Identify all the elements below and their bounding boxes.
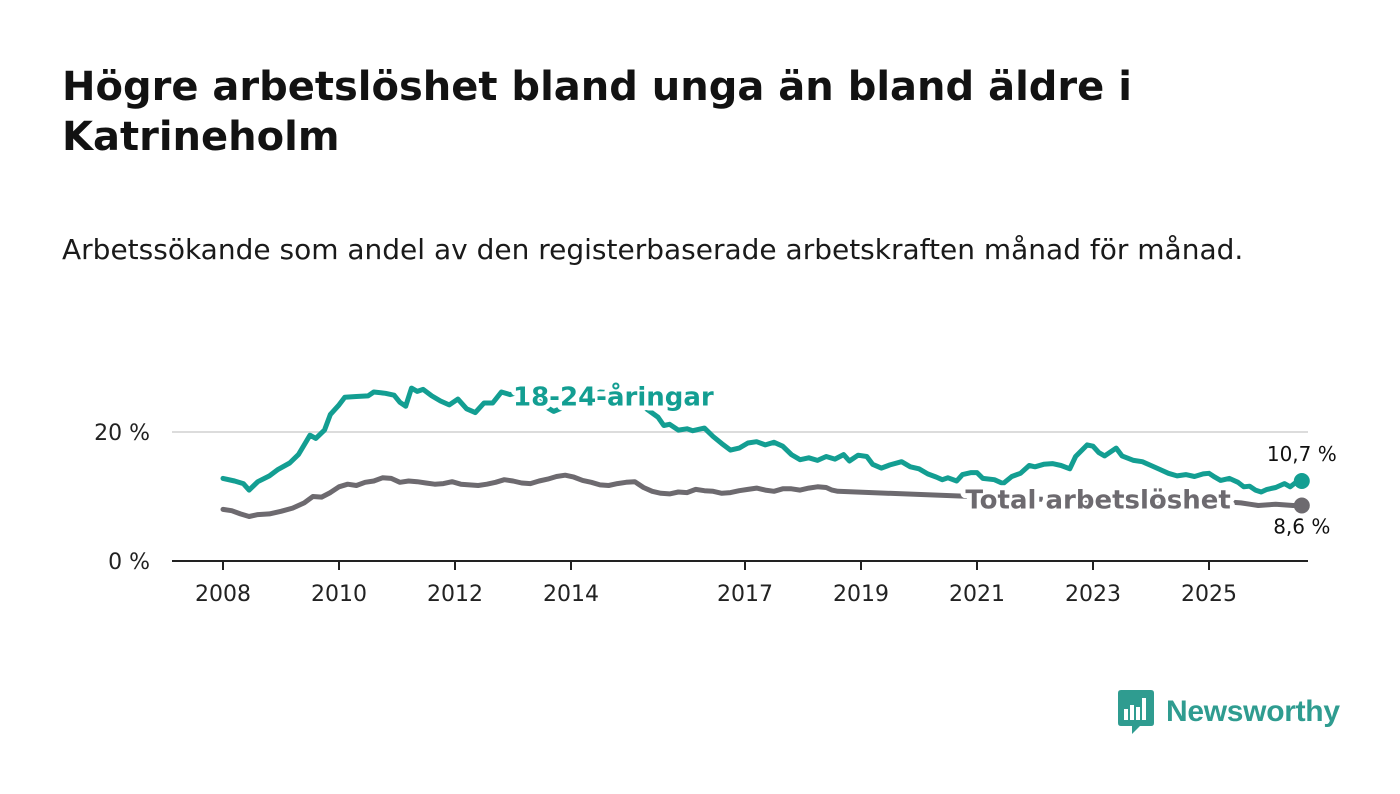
series-line-1 <box>220 472 1305 519</box>
series-name-label-1: Total arbetslöshet <box>965 486 1230 516</box>
x-tick-label: 2008 <box>195 582 251 607</box>
axes: 0 % 20 % 2008 2010 2012 2014 2017 2019 2021 2023 2… <box>94 421 1308 607</box>
x-tick-label: 2021 <box>949 582 1005 607</box>
series-line-0 <box>220 384 1305 495</box>
x-tick-label: 2019 <box>833 582 889 607</box>
chart-title: Högre arbetslöshet bland unga än bland ä… <box>62 64 1132 160</box>
brand-name: Newsworthy <box>1166 695 1340 728</box>
x-tick-label: 2023 <box>1065 582 1121 607</box>
chart-subtitle: Arbetssökande som andel av den registerb… <box>62 233 1244 266</box>
newsworthy-logo: Newsworthy <box>1118 690 1340 734</box>
y-tick-label: 0 % <box>108 550 150 575</box>
x-tick-label: 2017 <box>717 582 773 607</box>
x-tick-label: 2010 <box>311 582 367 607</box>
end-value-label-1: 8,6 % <box>1273 515 1330 539</box>
series-end-marker-1 <box>1293 497 1310 514</box>
y-tick-label: 20 % <box>94 421 150 446</box>
series-name-label-0: 18-24-åringar <box>513 381 714 413</box>
x-tick-label: 2014 <box>543 582 599 607</box>
newsworthy-logo-icon <box>1118 690 1154 734</box>
end-value-label-0: 10,7 % <box>1267 442 1337 466</box>
x-tick-label: 2012 <box>427 582 483 607</box>
x-tick-label: 2025 <box>1181 582 1237 607</box>
series-lines <box>220 384 1310 519</box>
series-labels: 18-24-åringar Total arbetslöshet 10,7 % 8,6… <box>508 376 1337 539</box>
series-end-marker-0 <box>1293 473 1310 490</box>
